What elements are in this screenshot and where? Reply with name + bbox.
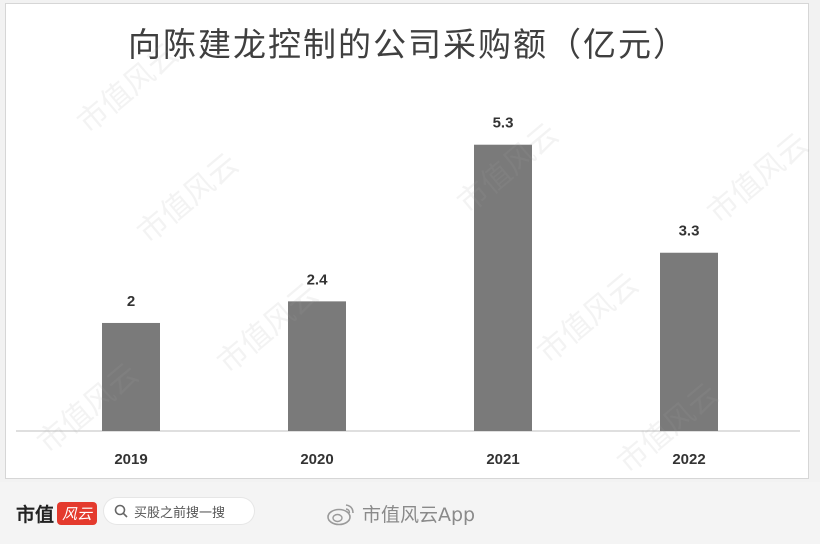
weibo-handle: 市值风云App — [362, 504, 476, 526]
footer-bar: 市值 风云 买股之前搜一搜 市值风云App — [0, 482, 820, 544]
brand-logo: 市值 风云 — [16, 500, 98, 527]
weibo-watermark: 市值风云App — [326, 500, 475, 527]
bar-2020 — [288, 301, 346, 431]
x-tick-label-2020: 2020 — [300, 451, 333, 468]
data-label-2022: 3.3 — [679, 223, 700, 240]
data-label-2020: 2.4 — [307, 271, 329, 288]
weibo-icon — [327, 503, 354, 525]
data-label-2021: 5.3 — [493, 115, 514, 132]
x-tick-label-2021: 2021 — [486, 451, 519, 468]
brand-name: 市值 — [16, 504, 55, 526]
bar-2021 — [474, 144, 532, 431]
bar-2019 — [102, 322, 160, 431]
search-icon — [114, 504, 128, 518]
data-label-2019: 2 — [127, 293, 135, 310]
search-placeholder: 买股之前搜一搜 — [134, 505, 226, 521]
chart-frame: 向陈建龙控制的公司采购额（亿元） 2 2019 2.4 2020 5.3 2021 3.3 2… — [5, 3, 815, 481]
brand-badge: 风云 — [57, 502, 98, 525]
search-box[interactable]: 买股之前搜一搜 — [104, 498, 254, 524]
x-tick-label-2019: 2019 — [114, 451, 147, 468]
chart-title: 向陈建龙控制的公司采购额（亿元） — [128, 25, 688, 64]
x-tick-label-2022: 2022 — [672, 451, 705, 468]
bar-2022 — [660, 252, 718, 431]
bar-chart: 2 2019 2.4 2020 5.3 2021 3.3 2022 — [16, 115, 800, 468]
